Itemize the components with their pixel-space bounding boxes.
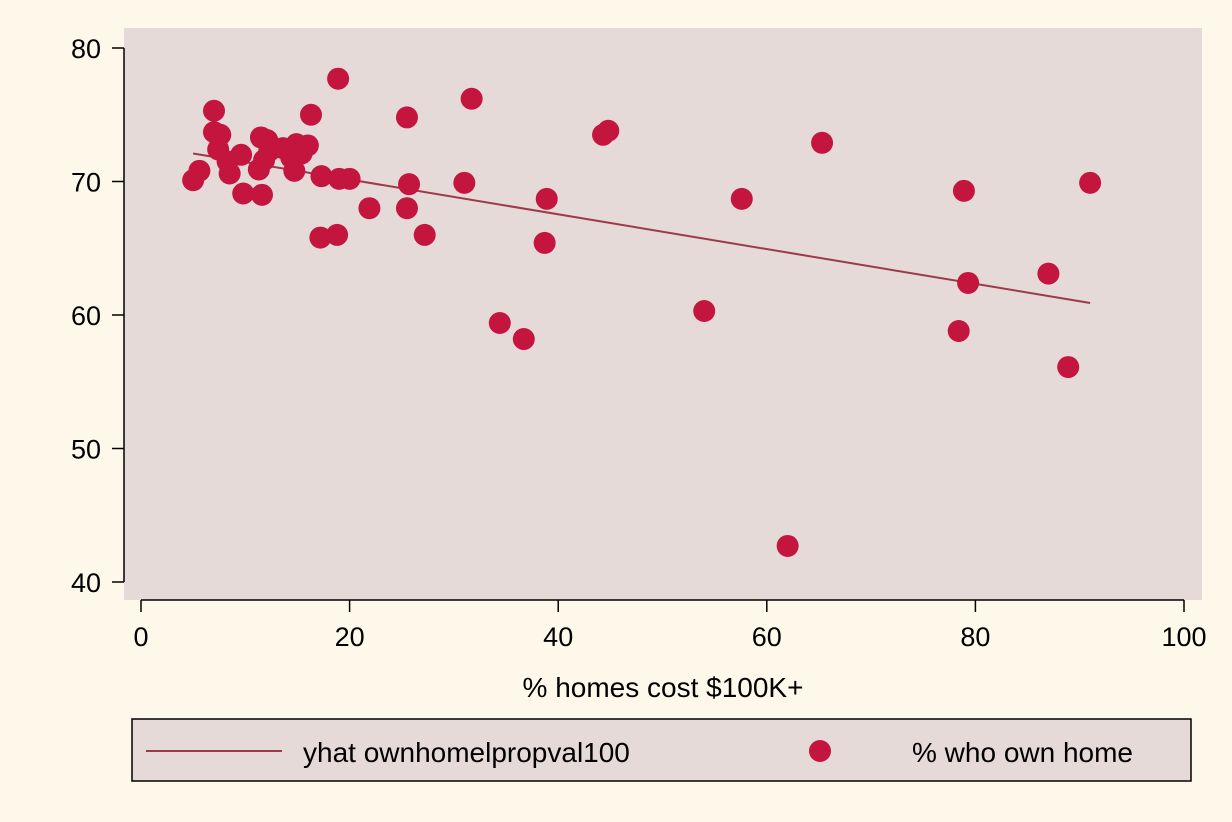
scatter-point [1037, 262, 1060, 285]
y-tick-label: 70 [71, 168, 101, 198]
scatter-point [230, 143, 253, 166]
x-tick-label: 40 [543, 622, 573, 652]
scatter-point [453, 171, 476, 194]
x-tick-label: 20 [335, 622, 365, 652]
y-tick-label: 40 [71, 568, 101, 598]
x-tick-label: 100 [1161, 622, 1206, 652]
scatter-point [310, 165, 333, 188]
scatter-point [947, 320, 970, 343]
x-axis-title: % homes cost $100K+ [523, 672, 804, 703]
scatter-point [209, 123, 232, 146]
scatter-point [358, 197, 381, 220]
x-tick-label: 80 [960, 622, 990, 652]
scatter-point [957, 271, 980, 294]
legend: yhat ownhomelpropval100 % who own home [131, 718, 1192, 782]
scatter-point [395, 197, 418, 220]
legend-label-fit-line: yhat ownhomelpropval100 [303, 737, 630, 768]
scatter-point [218, 162, 241, 185]
scatter-point [1057, 356, 1080, 379]
x-axis: 0 20 40 60 80 100 [133, 599, 1207, 652]
scatter-point [296, 134, 319, 157]
scatter-point [1079, 171, 1102, 194]
scatter-point [283, 159, 306, 182]
legend-marker-swatch [809, 740, 831, 762]
scatter-point [395, 106, 418, 129]
legend-label-scatter: % who own home [912, 737, 1133, 768]
scatter-point [300, 103, 323, 126]
scatter-point [326, 223, 349, 246]
y-tick-label: 50 [71, 435, 101, 465]
scatter-point [535, 187, 558, 210]
scatter-point [398, 173, 421, 196]
scatter-point [597, 119, 620, 142]
scatter-point [250, 183, 273, 206]
scatter-point [811, 131, 834, 154]
plot-area [124, 28, 1202, 600]
scatter-point [693, 299, 716, 322]
scatter-point [188, 159, 211, 182]
scatter-point [512, 328, 535, 351]
scatter-series [182, 67, 1102, 557]
scatter-point [776, 534, 799, 557]
y-tick-label: 60 [71, 301, 101, 331]
legend-box [131, 718, 1192, 782]
scatter-point [338, 167, 361, 190]
scatter-point [413, 223, 436, 246]
scatter-point [309, 226, 332, 249]
scatter-point [488, 312, 511, 335]
scatter-point [327, 67, 350, 90]
scatter-point [533, 231, 556, 254]
y-tick-label: 80 [71, 34, 101, 64]
scatter-point [952, 179, 975, 202]
x-tick-label: 60 [752, 622, 782, 652]
y-axis: 40 50 60 70 80 [71, 34, 125, 598]
scatter-point [730, 187, 753, 210]
x-tick-label: 0 [133, 622, 148, 652]
scatter-point [203, 99, 226, 122]
scatter-point [232, 182, 255, 205]
scatter-point [460, 87, 483, 110]
